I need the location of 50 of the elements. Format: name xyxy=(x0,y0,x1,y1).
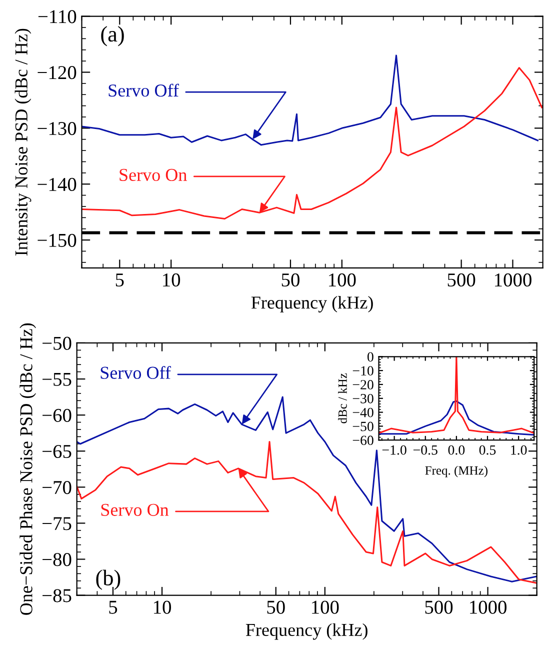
y-tick-label: −140 xyxy=(38,178,76,192)
series-label: Servo On xyxy=(101,504,169,516)
x-tick-label: 10 xyxy=(154,600,171,614)
x-tick-label: −1.0 xyxy=(382,445,406,455)
series-label: Servo Off xyxy=(100,366,171,379)
y-tick-label: −60 xyxy=(352,436,374,446)
annotation: (a) xyxy=(101,26,124,46)
y-tick-label: −50 xyxy=(42,336,72,350)
x-tick-label: 50 xyxy=(267,600,285,614)
y-tick-label: −150 xyxy=(38,234,76,247)
y-tick-label: −80 xyxy=(42,553,72,566)
x-axis-title: Frequency (kHz) xyxy=(246,623,368,640)
y-tick-label: −70 xyxy=(42,480,72,494)
x-tick-label: 100 xyxy=(329,273,356,287)
y-tick-label: −40 xyxy=(352,408,374,418)
x-tick-label: 500 xyxy=(448,273,476,287)
y-tick-label: −50 xyxy=(352,422,374,432)
y-tick-label: −65 xyxy=(42,444,72,458)
y-tick-label: −130 xyxy=(38,122,76,136)
x-tick-label: −0.5 xyxy=(413,445,438,455)
y-axis-title: dBc / kHz xyxy=(338,373,347,424)
x-tick-label: 500 xyxy=(425,600,453,614)
x-tick-label: 0.5 xyxy=(479,445,496,455)
line-series xyxy=(378,400,534,436)
series-label: Servo On xyxy=(120,168,187,182)
y-axis-title: Intensity Noise PSD (dBc / Hz) xyxy=(14,28,32,256)
y-tick-label: −10 xyxy=(352,366,374,376)
y-tick-label: −60 xyxy=(42,408,72,422)
y-tick-label: −110 xyxy=(38,10,76,24)
y-tick-label: −30 xyxy=(352,394,374,404)
x-tick-label: 1000 xyxy=(470,600,506,614)
x-tick-label: 1000 xyxy=(495,273,532,287)
y-tick-label: −120 xyxy=(38,66,76,80)
x-axis-title: Freq. (MHz) xyxy=(425,466,488,478)
annotation: (b) xyxy=(96,570,120,590)
x-tick-label: 1.0 xyxy=(511,445,527,455)
x-tick-label: 50 xyxy=(282,273,300,287)
series-label: Servo Off xyxy=(108,84,179,97)
y-tick-label: −20 xyxy=(352,380,374,390)
x-tick-label: 10 xyxy=(163,273,180,287)
y-tick-label: −75 xyxy=(42,517,72,530)
y-tick-label: 0 xyxy=(368,352,374,362)
x-tick-label: 0.0 xyxy=(448,445,465,455)
x-tick-label: 100 xyxy=(312,600,339,614)
y-tick-label: −55 xyxy=(42,373,72,386)
y-tick-label: −85 xyxy=(42,589,72,602)
x-tick-label: 5 xyxy=(116,274,124,287)
x-axis-title: Frequency (kHz) xyxy=(251,296,373,312)
y-axis-title: One−Sided Phase Noise PSD (dBc / Hz) xyxy=(20,323,36,615)
x-tick-label: 5 xyxy=(109,600,118,614)
